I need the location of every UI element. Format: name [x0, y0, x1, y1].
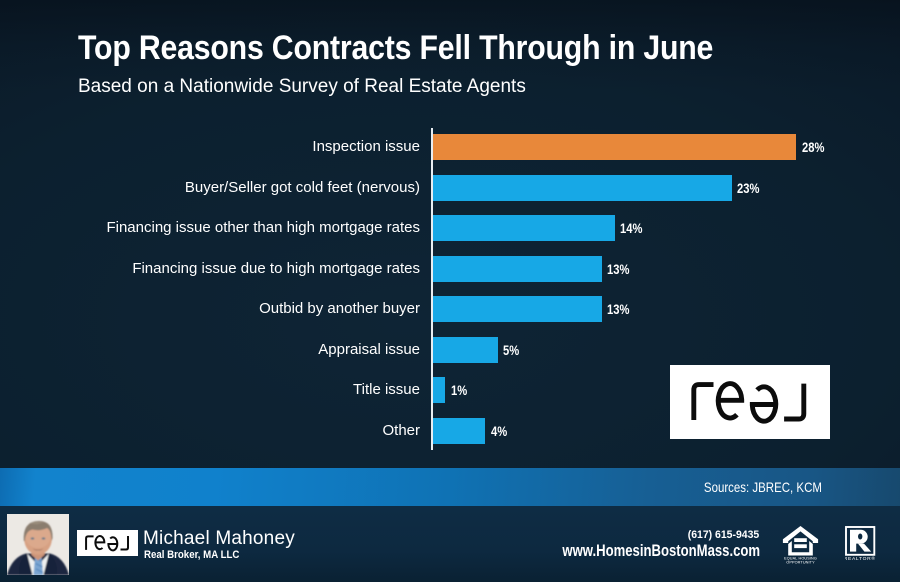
- svg-text:EQUAL HOUSING: EQUAL HOUSING: [784, 557, 817, 561]
- svg-text:REALTOR®: REALTOR®: [845, 555, 876, 562]
- svg-text:OPPORTUNITY: OPPORTUNITY: [786, 561, 815, 565]
